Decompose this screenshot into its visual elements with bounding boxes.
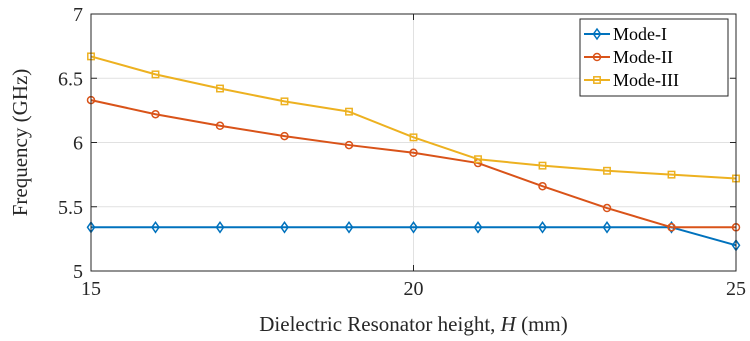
data-point-mode-iii <box>151 70 160 79</box>
data-point-mode-iii <box>603 166 611 175</box>
axis-ticks: 15 20 25 5 5.5 6 6.5 7 <box>58 4 746 300</box>
data-point-mode-ii <box>409 148 418 158</box>
data-point-mode-i <box>280 221 289 234</box>
legend-item-mode-ii: Mode-II <box>584 47 673 67</box>
data-point-mode-ii <box>344 140 354 150</box>
data-point-mode-i <box>538 221 547 234</box>
x-axis-label-variable: H <box>500 312 518 336</box>
y-tick-label: 5 <box>73 261 83 283</box>
data-point-mode-i <box>409 221 418 234</box>
data-point-mode-iii <box>409 133 418 142</box>
data-point-mode-ii <box>280 131 289 141</box>
series-line-mode-i <box>91 226 737 247</box>
x-tick-label: 25 <box>726 278 746 300</box>
x-axis-label-part-1: Dielectric Resonator height, <box>259 312 500 336</box>
data-point-mode-i <box>473 221 483 234</box>
y-tick-label: 6.5 <box>58 68 83 90</box>
y-tick-label: 5.5 <box>58 197 83 219</box>
data-point-mode-ii <box>602 203 612 213</box>
data-point-mode-ii <box>151 109 160 119</box>
data-point-mode-i <box>151 221 160 234</box>
legend-marker <box>592 27 602 41</box>
data-point-mode-i <box>344 221 354 234</box>
series-line-mode-iii <box>90 55 737 180</box>
x-axis-label-unit: (mm) <box>516 312 568 336</box>
y-axis-label: Frequency (GHz) <box>8 69 32 217</box>
legend-label: Mode-III <box>613 70 679 90</box>
legend-marker <box>593 76 601 84</box>
legend-marker <box>592 52 602 62</box>
x-tick-label: 20 <box>404 278 424 300</box>
y-tick-label: 6 <box>73 133 83 155</box>
data-point-mode-ii <box>667 223 676 232</box>
series-layer <box>86 52 741 252</box>
x-tick-label: 15 <box>81 278 101 300</box>
x-axis-label: Dielectric Resonator height, H (mm) <box>259 312 568 336</box>
data-point-mode-iii <box>345 107 353 116</box>
data-point-mode-ii <box>538 181 547 191</box>
legend-box <box>579 18 729 97</box>
series-line-mode-ii <box>90 99 736 229</box>
data-point-mode-i <box>602 221 612 234</box>
data-point-mode-iii <box>538 161 547 170</box>
data-point-mode-iii <box>474 155 482 164</box>
y-tick-label: 7 <box>73 4 83 26</box>
data-point-mode-ii <box>215 121 225 131</box>
data-point-mode-iii <box>216 84 224 93</box>
legend-label: Mode-II <box>613 47 673 67</box>
legend-item-mode-iii: Mode-III <box>584 70 679 90</box>
legend-item-mode-i: Mode-I <box>584 24 667 44</box>
legend: Mode-I Mode-II Mode-III <box>579 18 729 97</box>
series-mode-i <box>86 221 741 252</box>
data-point-mode-i <box>215 221 225 234</box>
data-point-mode-iii <box>667 170 676 179</box>
data-point-mode-iii <box>280 97 289 106</box>
legend-label: Mode-I <box>613 24 667 44</box>
